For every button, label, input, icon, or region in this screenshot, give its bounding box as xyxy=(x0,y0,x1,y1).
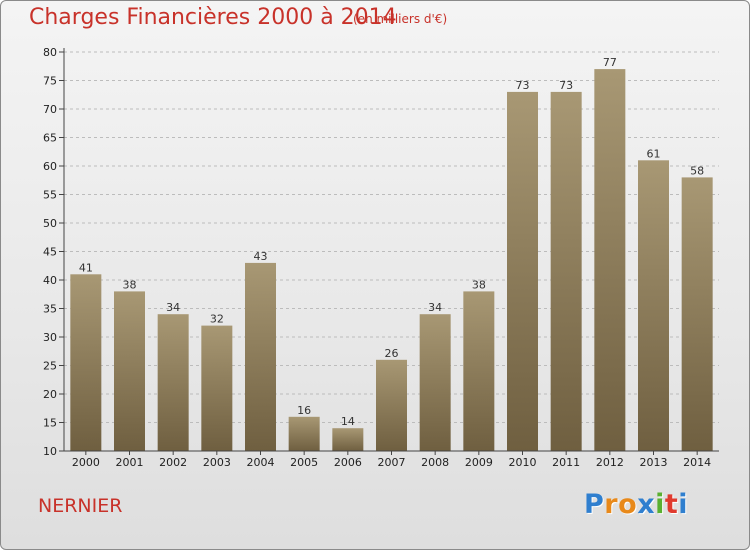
x-tick-label: 2002 xyxy=(159,456,187,469)
y-tick-label: 70 xyxy=(43,103,57,116)
data-label: 34 xyxy=(428,301,442,314)
y-tick-label: 15 xyxy=(43,417,57,430)
logo-letter: P xyxy=(584,489,605,520)
logo-letter: i xyxy=(678,489,689,520)
bar xyxy=(550,91,582,452)
logo-letter: o xyxy=(618,489,638,520)
y-tick-label: 10 xyxy=(43,445,57,458)
bar xyxy=(245,262,276,451)
y-tick-label: 60 xyxy=(43,160,57,173)
x-tick-label: 2001 xyxy=(116,456,144,469)
logo-letter: r xyxy=(604,489,619,520)
x-tick-label: 2014 xyxy=(683,456,711,469)
data-label: 38 xyxy=(472,278,486,291)
data-label: 38 xyxy=(123,278,137,291)
axes xyxy=(59,48,719,455)
labels: 10 15 20 25 30 35 40 45 50 55 60 65 70 75 80 41 2000 38 20… xyxy=(43,46,711,469)
bar xyxy=(681,177,713,451)
y-tick-label: 35 xyxy=(43,303,57,316)
y-tick-label: 80 xyxy=(43,46,57,59)
data-label: 43 xyxy=(254,250,268,263)
y-tick-label: 65 xyxy=(43,132,57,145)
x-tick-label: 2010 xyxy=(509,456,537,469)
x-tick-label: 2009 xyxy=(465,456,493,469)
x-tick-label: 2008 xyxy=(421,456,449,469)
bar xyxy=(463,291,495,451)
y-tick-label: 25 xyxy=(43,360,57,373)
y-tick-label: 75 xyxy=(43,75,57,88)
bar xyxy=(114,291,145,451)
x-tick-label: 2011 xyxy=(552,456,580,469)
y-tick-label: 50 xyxy=(43,217,57,230)
y-tick-label: 55 xyxy=(43,189,57,202)
data-label: 26 xyxy=(385,347,399,360)
y-tick-label: 40 xyxy=(43,274,57,287)
data-label: 34 xyxy=(166,301,180,314)
data-label: 61 xyxy=(647,147,661,160)
y-tick-label: 45 xyxy=(43,246,57,259)
y-tick-label: 20 xyxy=(43,388,57,401)
x-tick-label: 2000 xyxy=(72,456,100,469)
data-label: 16 xyxy=(297,404,311,417)
logo-letter: t xyxy=(664,489,679,520)
bar xyxy=(419,314,451,451)
data-label: 58 xyxy=(690,164,704,177)
bars xyxy=(70,69,713,452)
bar xyxy=(376,359,407,451)
proxiti-logo[interactable]: Proxiti xyxy=(584,489,688,520)
x-tick-label: 2004 xyxy=(247,456,275,469)
data-label: 73 xyxy=(516,79,530,92)
data-label: 77 xyxy=(603,56,617,69)
bar xyxy=(288,416,320,451)
x-tick-label: 2003 xyxy=(203,456,231,469)
bar xyxy=(332,428,364,451)
logo-letter: x xyxy=(637,489,656,520)
bar xyxy=(201,325,233,451)
bar xyxy=(70,274,102,451)
x-tick-label: 2005 xyxy=(290,456,318,469)
chart-subtitle: (en milliers d'€) xyxy=(353,12,448,26)
data-label: 41 xyxy=(79,261,93,274)
x-tick-label: 2012 xyxy=(596,456,624,469)
chart-title: Charges Financières 2000 à 2014 xyxy=(29,5,397,30)
data-label: 32 xyxy=(210,313,224,326)
y-tick-label: 30 xyxy=(43,331,57,344)
x-tick-label: 2007 xyxy=(378,456,406,469)
x-tick-label: 2006 xyxy=(334,456,362,469)
bar xyxy=(157,314,189,451)
x-tick-label: 2013 xyxy=(640,456,668,469)
bar xyxy=(638,160,669,452)
bar xyxy=(594,69,626,451)
data-label: 14 xyxy=(341,415,355,428)
commune-name: NERNIER xyxy=(38,495,123,517)
logo-letter: i xyxy=(655,489,665,520)
data-label: 73 xyxy=(559,79,573,92)
bar xyxy=(507,91,538,452)
